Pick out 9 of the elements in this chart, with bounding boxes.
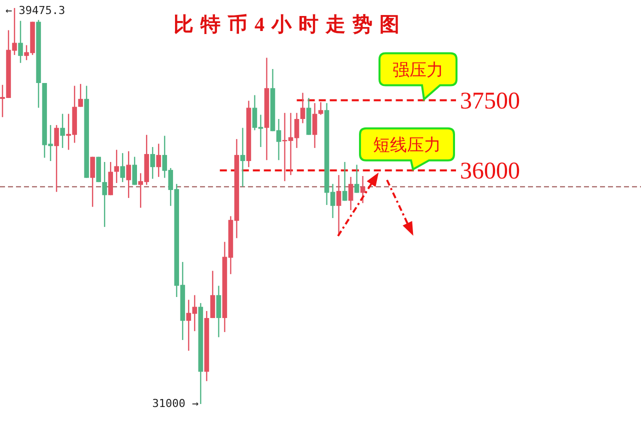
annotation: 31000 → <box>152 397 200 410</box>
annotation: 强压力 <box>392 60 444 80</box>
callout: 强压力 <box>378 52 458 100</box>
chart-title: 比特币4小时走势图 <box>174 13 406 36</box>
ref-line-label: 37500 <box>460 88 520 114</box>
annotation: 短线压力 <box>373 135 441 156</box>
callout: 短线压力 <box>359 127 455 170</box>
ref-line-label: 36000 <box>460 158 520 184</box>
annotation: ← 39475.3 <box>6 4 66 17</box>
